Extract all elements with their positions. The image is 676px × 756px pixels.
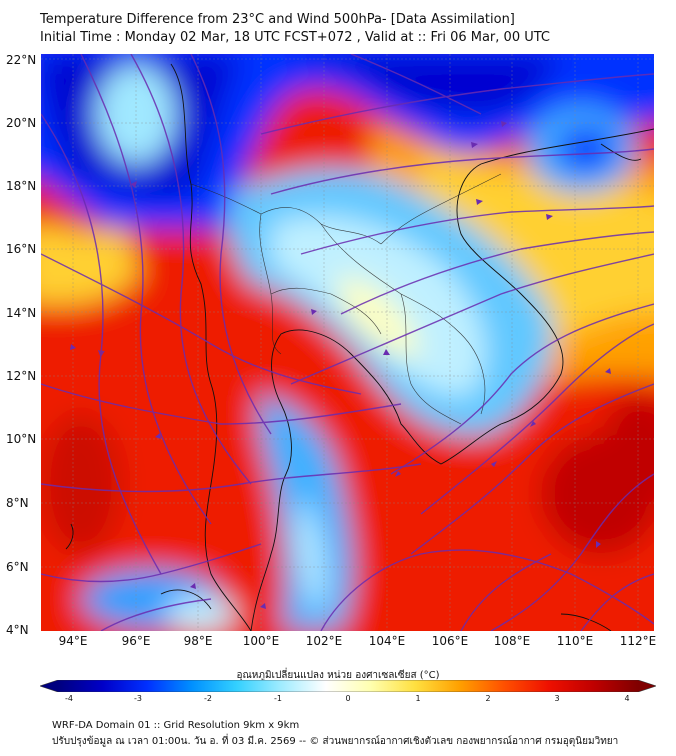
lat-label: 8°N xyxy=(6,496,29,510)
colorbar-max-arrow xyxy=(638,680,656,692)
colorbar-tick: -1 xyxy=(274,694,282,703)
colorbar-tick: 3 xyxy=(554,694,560,703)
temperature-wind-map xyxy=(41,54,654,631)
lon-label: 112°E xyxy=(619,634,657,648)
footer-credit: ปรับปรุงข้อมูล ณ เวลา 01:00น. วัน อ. ที่… xyxy=(52,736,619,747)
lat-label: 22°N xyxy=(6,53,37,67)
colorbar-tick: 1 xyxy=(415,694,421,703)
colorbar-label: อุณหภูมิเปลี่ยนแปลง หน่วย องศาเซลเซียส (… xyxy=(236,670,440,681)
colorbar-tick: 2 xyxy=(485,694,491,703)
map-title: Temperature Difference from 23°C and Win… xyxy=(40,12,515,27)
lon-label: 102°E xyxy=(305,634,343,648)
wind-streamlines xyxy=(41,54,654,631)
lat-label: 4°N xyxy=(6,623,29,637)
temperature-field xyxy=(41,54,654,631)
lon-label: 98°E xyxy=(183,634,213,648)
lat-label: 20°N xyxy=(6,116,37,130)
lon-label: 100°E xyxy=(242,634,280,648)
map-subtitle: Initial Time : Monday 02 Mar, 18 UTC FCS… xyxy=(40,30,550,45)
colorbar-tick: 4 xyxy=(624,694,630,703)
lon-label: 94°E xyxy=(58,634,88,648)
wind-arrows xyxy=(70,121,611,609)
footer-domain-info: WRF-DA Domain 01 :: Grid Resolution 9km … xyxy=(52,720,300,731)
lat-label: 16°N xyxy=(6,242,37,256)
lat-label: 10°N xyxy=(6,432,37,446)
colorbar-gradient xyxy=(58,680,638,692)
lon-label: 110°E xyxy=(556,634,594,648)
lat-lon-grid xyxy=(41,54,654,631)
colorbar-min-arrow xyxy=(40,680,58,692)
lat-label: 12°N xyxy=(6,369,37,383)
colorbar-tick: -3 xyxy=(134,694,142,703)
lon-label: 106°E xyxy=(431,634,469,648)
lat-label: 6°N xyxy=(6,560,29,574)
coastlines xyxy=(65,63,654,631)
country-borders xyxy=(190,173,502,425)
colorbar-tick: -4 xyxy=(65,694,73,703)
lat-label: 18°N xyxy=(6,179,37,193)
lon-label: 108°E xyxy=(493,634,531,648)
lat-label: 14°N xyxy=(6,306,37,320)
lon-label: 96°E xyxy=(121,634,151,648)
lon-label: 104°E xyxy=(368,634,406,648)
colorbar xyxy=(40,680,656,692)
colorbar-tick: -2 xyxy=(204,694,212,703)
colorbar-tick: 0 xyxy=(345,694,351,703)
